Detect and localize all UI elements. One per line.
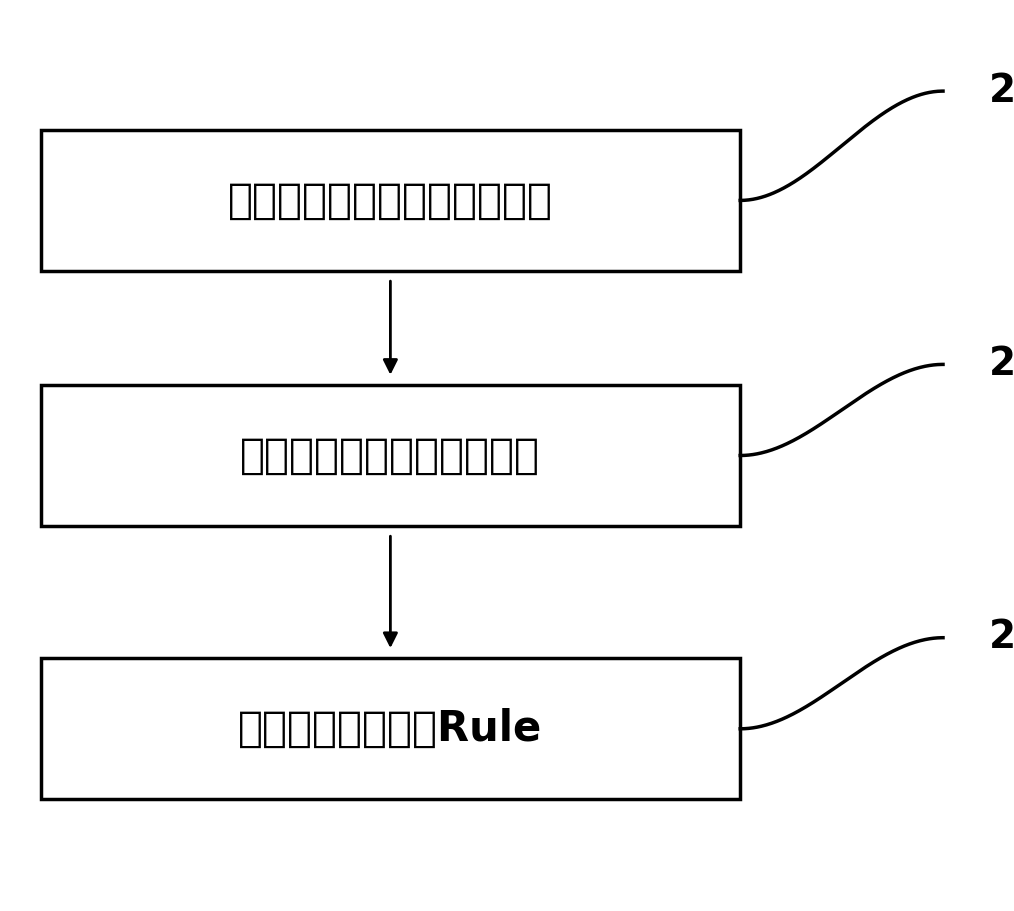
Text: 201: 201 bbox=[989, 72, 1014, 110]
Text: 定义模糊逻辑控制器中的变量: 定义模糊逻辑控制器中的变量 bbox=[228, 179, 553, 221]
Bar bbox=[41, 658, 740, 800]
Text: 202: 202 bbox=[989, 345, 1014, 384]
Bar bbox=[41, 384, 740, 527]
Text: 对模型参数进行模糊化处理: 对模型参数进行模糊化处理 bbox=[240, 435, 540, 476]
Bar bbox=[41, 129, 740, 271]
Text: 203: 203 bbox=[989, 619, 1014, 657]
Text: 定义模糊控制规则Rule: 定义模糊控制规则Rule bbox=[238, 708, 542, 750]
